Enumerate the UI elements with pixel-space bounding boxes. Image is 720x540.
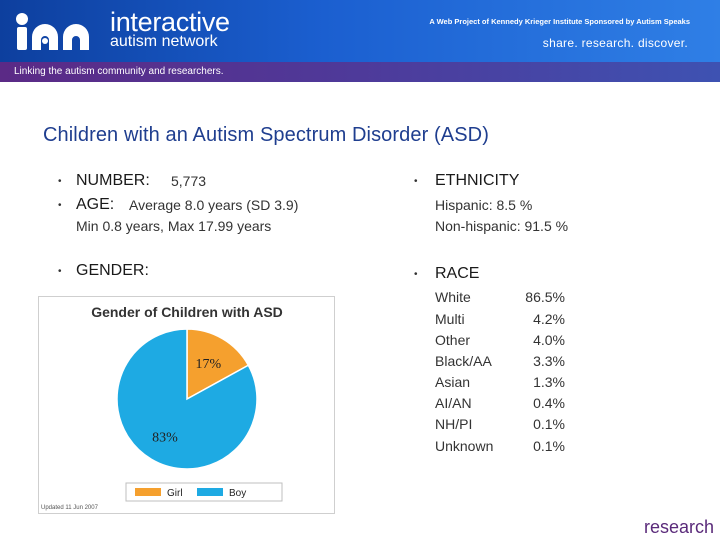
race-value: 4.0% — [533, 332, 565, 348]
race-name: Black/AA — [435, 353, 492, 369]
bullet-icon: • — [58, 176, 62, 187]
race-row: NH/PI 0.1% — [435, 416, 575, 437]
ethnicity-label: ETHNICITY — [435, 172, 520, 189]
page-title: Children with an Autism Spectrum Disorde… — [43, 124, 489, 146]
race-row: Asian 1.3% — [435, 374, 575, 395]
number-value: 5,773 — [171, 173, 207, 189]
ian-logo-mark — [16, 13, 89, 50]
tagline-strip: Linking the autism community and researc… — [0, 62, 720, 82]
pie-slice-boy — [116, 328, 258, 470]
race-row: White 86.5% — [435, 289, 575, 310]
race-value: 0.4% — [533, 395, 565, 411]
header-banner: interactive autism network A Web Project… — [0, 0, 720, 62]
logo-word-interactive: interactive — [110, 7, 230, 37]
race-value: 3.3% — [533, 353, 565, 369]
legend-swatch-boy — [197, 488, 223, 496]
age-value: Average 8.0 years (SD 3.9) — [129, 197, 299, 213]
tagline: Linking the autism community and researc… — [14, 66, 224, 77]
age-range: Min 0.8 years, Max 17.99 years — [76, 218, 272, 234]
logo-word-autism-network: autism network — [110, 33, 218, 50]
race-value: 0.1% — [533, 438, 565, 454]
race-name: NH/PI — [435, 416, 473, 432]
gender-pie-svg: Gender of Children with ASD 17% 83% Girl B… — [41, 304, 283, 511]
race-name: Other — [435, 332, 471, 348]
pie-labels: 17% 83% — [152, 357, 221, 446]
race-row: Multi 4.2% — [435, 311, 575, 332]
pie-slice-girl — [186, 328, 250, 401]
race-row: Unknown 0.1% — [435, 438, 575, 459]
banner-slogan: share. research. discover. — [542, 36, 688, 50]
age-label: AGE: — [76, 196, 115, 213]
race-row: AI/AN 0.4% — [435, 395, 575, 416]
race-value: 86.5% — [525, 289, 565, 305]
race-name: Asian — [435, 374, 471, 390]
number-label: NUMBER: — [76, 172, 150, 189]
pie-label-boy: 83% — [152, 430, 178, 445]
banner-credit: A Web Project of Kennedy Krieger Institu… — [429, 17, 690, 26]
race-name: Unknown — [435, 438, 494, 454]
legend-label-boy: Boy — [229, 488, 246, 499]
bullet-icon: • — [414, 269, 418, 280]
footer-research-word: research — [643, 517, 714, 537]
race-value: 1.3% — [533, 374, 565, 390]
chart-footnote: Updated 11 Jun 2007 — [41, 505, 99, 511]
pie-label-girl: 17% — [196, 357, 222, 372]
hispanic-value: Hispanic: 8.5 % — [435, 197, 533, 213]
race-value: 0.1% — [533, 416, 565, 432]
bullet-icon: • — [58, 266, 62, 277]
race-label: RACE — [435, 265, 480, 282]
gender-label: GENDER: — [76, 262, 149, 279]
race-name: AI/AN — [435, 395, 472, 411]
pie-slices — [116, 328, 258, 470]
race-row: Black/AA 3.3% — [435, 353, 575, 374]
chart-title: Gender of Children with ASD — [91, 304, 283, 320]
race-name: White — [435, 289, 471, 305]
race-name: Multi — [435, 311, 465, 327]
legend-label-girl: Girl — [167, 488, 183, 499]
gender-chart: Gender of Children with ASD 17% 83% Girl B… — [38, 296, 335, 514]
legend-items: Girl Boy — [135, 488, 246, 499]
legend-swatch-girl — [135, 488, 161, 496]
bullet-icon: • — [58, 200, 62, 211]
race-row: Other 4.0% — [435, 332, 575, 353]
bullet-icon: • — [414, 176, 418, 187]
non-hispanic-value: Non-hispanic: 91.5 % — [435, 218, 569, 234]
race-value: 4.2% — [533, 311, 565, 327]
